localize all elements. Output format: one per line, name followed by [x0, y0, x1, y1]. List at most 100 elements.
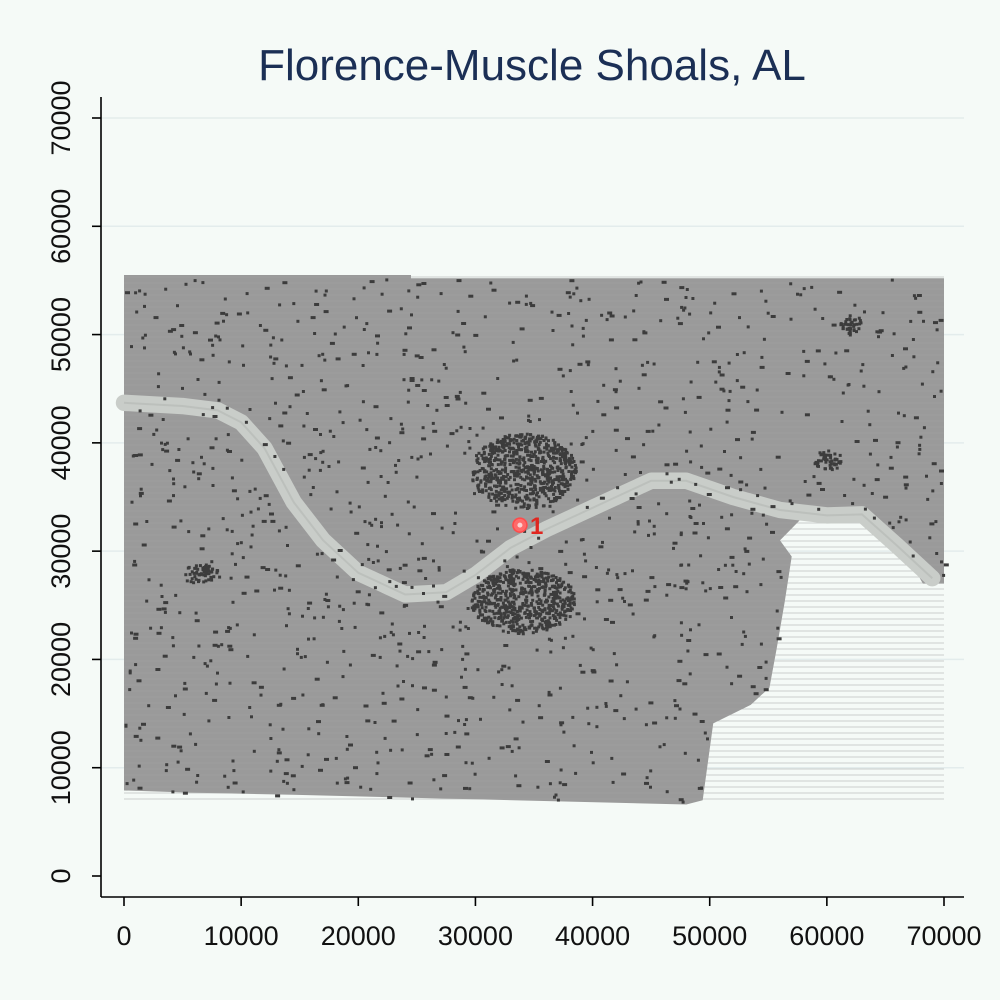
settlement-cell — [716, 652, 722, 656]
settlement-cell — [681, 397, 685, 401]
settlement-cell — [725, 665, 729, 669]
settlement-cell — [489, 617, 493, 621]
settlement-cell — [652, 721, 658, 725]
settlement-cell — [244, 575, 250, 579]
settlement-cell — [533, 484, 537, 488]
settlement-cell — [528, 453, 532, 457]
settlement-cell — [517, 632, 521, 635]
settlement-cell — [211, 353, 215, 357]
settlement-cell — [426, 404, 430, 407]
settlement-cell — [476, 576, 480, 580]
settlement-cell — [491, 582, 495, 585]
settlement-cell — [766, 311, 770, 315]
settlement-cell — [499, 616, 503, 620]
settlement-cell — [201, 568, 205, 572]
settlement-cell — [481, 613, 484, 617]
settlement-cell — [848, 330, 852, 334]
settlement-cell — [212, 698, 218, 702]
settlement-cell — [527, 443, 531, 447]
settlement-cell — [530, 568, 534, 572]
settlement-cell — [761, 557, 765, 561]
settlement-cell — [838, 453, 842, 457]
settlement-cell — [240, 458, 244, 462]
settlement-cell — [412, 505, 416, 509]
settlement-cell — [756, 494, 760, 498]
settlement-cell — [837, 290, 843, 294]
settlement-cell — [503, 559, 507, 563]
settlement-cell — [556, 579, 560, 582]
settlement-cell — [511, 458, 515, 462]
settlement-cell — [528, 420, 532, 423]
settlement-cell — [504, 591, 508, 595]
settlement-cell — [517, 472, 521, 476]
settlement-cell — [210, 560, 214, 564]
settlement-cell — [202, 462, 206, 466]
settlement-cell — [524, 449, 528, 453]
settlement-cell — [530, 623, 534, 627]
settlement-cell — [528, 465, 532, 469]
settlement-cell — [551, 605, 555, 609]
settlement-cell — [547, 575, 551, 579]
settlement-cell — [509, 627, 513, 631]
settlement-cell — [260, 566, 266, 570]
settlement-cell — [550, 487, 554, 491]
settlement-cell — [481, 488, 485, 492]
settlement-cell — [585, 478, 589, 482]
settlement-cell — [211, 343, 215, 347]
settlement-cell — [282, 779, 286, 783]
settlement-cell — [545, 468, 549, 471]
settlement-cell — [530, 487, 534, 491]
settlement-cell — [544, 494, 548, 498]
settlement-cell — [617, 588, 623, 592]
settlement-cell — [528, 439, 532, 443]
settlement-cell — [547, 637, 551, 641]
settlement-cell — [493, 616, 497, 620]
settlement-cell — [348, 743, 353, 747]
settlement-cell — [918, 447, 922, 451]
settlement-cell — [570, 465, 574, 469]
settlement-cell — [625, 437, 630, 441]
settlement-cell — [182, 791, 188, 795]
settlement-cell — [128, 671, 132, 675]
settlement-cell — [386, 568, 392, 572]
settlement-cell — [550, 310, 554, 314]
settlement-cell — [133, 734, 139, 738]
settlement-cell — [504, 604, 508, 608]
settlement-cell — [431, 421, 435, 425]
settlement-cell — [379, 475, 383, 478]
settlement-cell — [467, 440, 471, 444]
settlement-cell — [274, 401, 277, 405]
settlement-cell — [411, 797, 414, 801]
settlement-cell — [497, 440, 501, 444]
settlement-cell — [549, 592, 553, 596]
settlement-cell — [630, 455, 636, 459]
settlement-cell — [518, 630, 522, 634]
settlement-cell — [476, 668, 480, 672]
settlement-cell — [198, 564, 202, 568]
settlement-cell — [365, 602, 369, 606]
settlement-cell — [161, 607, 167, 611]
settlement-cell — [538, 716, 544, 720]
settlement-cell — [542, 585, 545, 589]
settlement-cell — [702, 337, 705, 341]
settlement-cell — [128, 688, 132, 692]
settlement-cell — [284, 574, 288, 578]
settlement-cell — [524, 470, 528, 474]
settlement-cell — [316, 720, 321, 724]
settlement-cell — [572, 597, 576, 601]
settlement-cell — [639, 471, 642, 474]
settlement-cell — [517, 462, 521, 466]
settlement-cell — [688, 515, 692, 518]
settlement-cell — [407, 388, 411, 392]
settlement-cell — [618, 379, 622, 383]
x-tick-label-0: 0 — [116, 921, 131, 951]
settlement-cell — [549, 476, 552, 480]
settlement-cell — [188, 572, 192, 576]
settlement-cell — [926, 497, 930, 501]
settlement-cell — [398, 649, 402, 653]
settlement-cell — [685, 449, 689, 453]
settlement-cell — [564, 562, 568, 566]
settlement-cell — [223, 774, 227, 778]
settlement-cell — [511, 617, 515, 621]
settlement-cell — [292, 302, 296, 306]
